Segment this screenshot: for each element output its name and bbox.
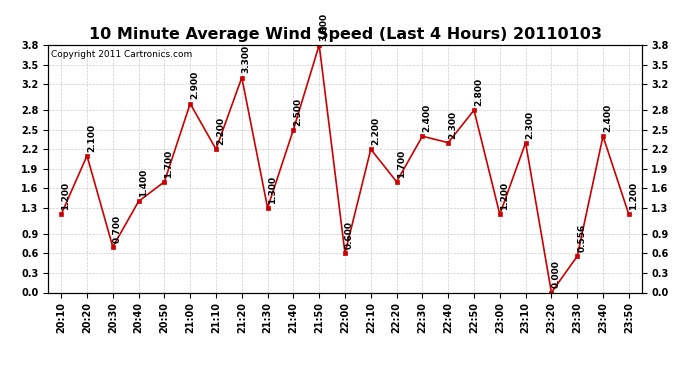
Text: 2.200: 2.200 <box>371 117 380 145</box>
Text: 2.400: 2.400 <box>603 104 612 132</box>
Text: 1.200: 1.200 <box>61 182 70 210</box>
Text: 2.500: 2.500 <box>293 98 302 126</box>
Text: 2.900: 2.900 <box>190 71 199 99</box>
Text: 2.800: 2.800 <box>474 78 483 106</box>
Text: 0.000: 0.000 <box>551 261 560 288</box>
Text: 1.200: 1.200 <box>500 182 509 210</box>
Text: 2.300: 2.300 <box>448 110 457 138</box>
Text: 2.100: 2.100 <box>87 123 96 152</box>
Text: 3.800: 3.800 <box>319 13 328 41</box>
Text: 2.400: 2.400 <box>422 104 431 132</box>
Text: 3.300: 3.300 <box>241 45 250 74</box>
Title: 10 Minute Average Wind Speed (Last 4 Hours) 20110103: 10 Minute Average Wind Speed (Last 4 Hou… <box>88 27 602 42</box>
Text: 1.400: 1.400 <box>139 169 148 197</box>
Text: 0.600: 0.600 <box>345 221 354 249</box>
Text: 0.556: 0.556 <box>578 224 586 252</box>
Text: 1.700: 1.700 <box>164 149 173 178</box>
Text: 1.700: 1.700 <box>397 149 406 178</box>
Text: 0.700: 0.700 <box>112 214 122 243</box>
Text: Copyright 2011 Cartronics.com: Copyright 2011 Cartronics.com <box>51 50 193 59</box>
Text: 1.200: 1.200 <box>629 182 638 210</box>
Text: 2.200: 2.200 <box>216 117 225 145</box>
Text: 2.300: 2.300 <box>526 110 535 138</box>
Text: 1.300: 1.300 <box>268 176 277 204</box>
